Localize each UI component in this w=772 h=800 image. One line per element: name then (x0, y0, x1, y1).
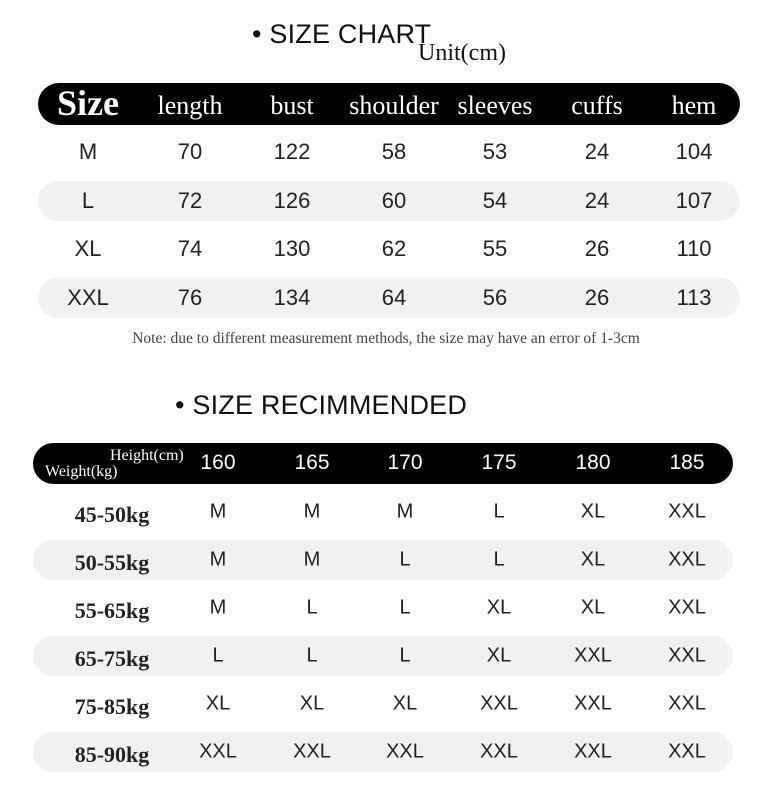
size-cell: M (209, 596, 227, 619)
size-cell: XXL (480, 692, 518, 715)
size-cell: L (399, 548, 411, 571)
size-cell: XL (486, 644, 512, 667)
table-row (33, 540, 733, 580)
table-cell: 62 (381, 236, 407, 261)
header-sleeves: sleeves (457, 91, 533, 120)
header-height-180: 180 (575, 451, 611, 474)
header-height-185: 185 (669, 451, 705, 474)
size-cell: XL (580, 596, 606, 619)
table-cell: 122 (273, 139, 311, 164)
size-cell: XXL (293, 740, 331, 763)
table-cell: 72 (177, 187, 203, 213)
table-cell: 113 (676, 284, 712, 310)
table-cell: 53 (482, 139, 508, 164)
weight-label: Weight(kg) (45, 463, 118, 480)
size-cell: XL (580, 500, 606, 523)
size-cell: XXL (668, 692, 706, 715)
size-cell: M (303, 548, 321, 571)
table-cell: M (78, 139, 98, 164)
weight-cell: 50-55kg (74, 550, 150, 575)
weight-cell: 45-50kg (74, 502, 150, 527)
weight-cell: 65-75kg (74, 646, 150, 671)
size-cell: M (209, 500, 227, 523)
header-shoulder: shoulder (349, 91, 439, 120)
table-row (33, 732, 733, 772)
table-cell: 60 (381, 187, 407, 213)
size-cell: XL (392, 692, 418, 715)
header-height-175: 175 (481, 451, 517, 474)
table-row (38, 277, 740, 318)
size-cell: XXL (668, 596, 706, 619)
size-cell: XXL (199, 740, 237, 763)
size-cell: L (306, 644, 318, 667)
size-cell: L (306, 596, 318, 619)
table-cell: XL (74, 236, 102, 261)
table-cell: 74 (177, 236, 203, 261)
table-row (38, 180, 740, 221)
table-cell: 134 (273, 284, 311, 310)
header-hem: hem (671, 91, 717, 120)
size-cell: L (493, 548, 505, 571)
size-cell: XXL (386, 740, 424, 763)
size-cell: XXL (668, 500, 706, 523)
size-cell: XXL (574, 692, 612, 715)
table-cell: 55 (482, 236, 508, 261)
measurement-note: Note: due to different measurement metho… (132, 330, 640, 347)
size-cell: XL (580, 548, 606, 571)
table-cell: 26 (584, 236, 610, 261)
size-recommended-title: • SIZE RECIMMENDED (175, 390, 468, 420)
table-cell: 107 (675, 187, 713, 213)
size-cell: M (303, 500, 321, 523)
table-cell: 64 (381, 284, 407, 310)
size-cell: L (212, 644, 224, 667)
size-cell: XL (486, 596, 512, 619)
table-cell: 110 (676, 236, 712, 261)
size-chart-header (38, 83, 740, 125)
size-cell: XXL (480, 740, 518, 763)
weight-cell: 55-65kg (74, 598, 150, 623)
header-size: Size (57, 83, 119, 123)
table-cell: 76 (177, 284, 203, 310)
size-cell: XXL (668, 740, 706, 763)
table-cell: 70 (177, 139, 203, 164)
size-recommended-header (33, 443, 733, 484)
table-cell: 54 (482, 187, 508, 213)
table-cell: 56 (482, 284, 508, 310)
table-cell: 24 (584, 139, 610, 164)
size-cell: XXL (574, 740, 612, 763)
height-label: Height(cm) (110, 447, 184, 464)
size-cell: XXL (668, 548, 706, 571)
table-cell: XXL (67, 284, 109, 310)
table-row (33, 636, 733, 676)
table-cell: 104 (675, 139, 713, 164)
size-cell: M (209, 548, 227, 571)
size-cell: XXL (668, 644, 706, 667)
table-cell: 126 (273, 187, 311, 213)
header-height-170: 170 (387, 451, 423, 474)
size-cell: L (399, 596, 411, 619)
size-cell: XL (299, 692, 325, 715)
table-cell: 58 (381, 139, 407, 164)
size-cell: M (396, 500, 414, 523)
header-bust: bust (270, 91, 314, 120)
table-cell: L (81, 187, 95, 213)
size-cell: XL (205, 692, 231, 715)
size-cell: XXL (574, 644, 612, 667)
header-height-160: 160 (200, 451, 236, 474)
header-cuffs: cuffs (571, 91, 623, 120)
weight-cell: 85-90kg (74, 742, 150, 767)
size-cell: L (399, 644, 411, 667)
size-cell: L (493, 500, 505, 523)
table-cell: 130 (273, 236, 311, 261)
size-chart-title: • SIZE CHART (252, 19, 432, 49)
table-cell: 26 (584, 284, 610, 310)
header-height-165: 165 (294, 451, 330, 474)
unit-label: Unit(cm) (418, 40, 506, 66)
header-length: length (157, 91, 223, 120)
table-cell: 24 (584, 187, 610, 213)
weight-cell: 75-85kg (74, 694, 150, 719)
